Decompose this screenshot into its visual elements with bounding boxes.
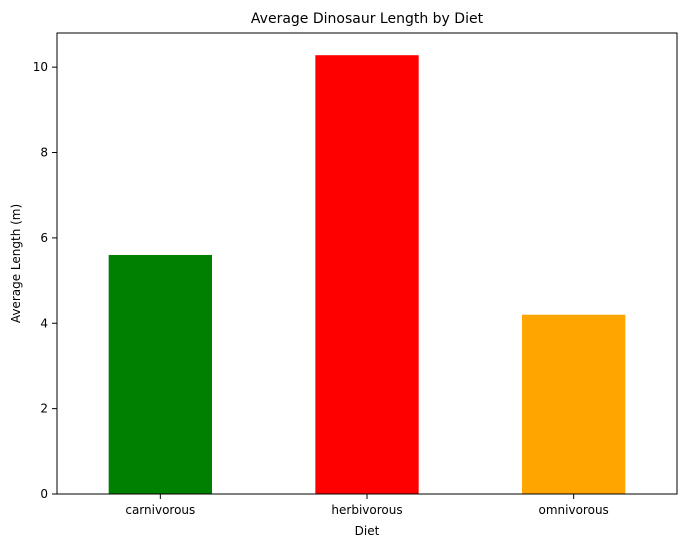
y-axis: 0 2 4 6 8 10 <box>33 60 57 501</box>
y-axis-label: Average Length (m) <box>9 204 23 323</box>
bars-group <box>108 55 626 495</box>
x-axis: carnivorous herbivorous omnivorous <box>125 494 609 517</box>
y-tick-label-10: 10 <box>33 60 48 74</box>
x-axis-label: Diet <box>355 524 380 538</box>
y-tick-label-4: 4 <box>40 316 48 330</box>
y-tick-label-0: 0 <box>40 487 48 501</box>
chart-title: Average Dinosaur Length by Diet <box>251 11 484 27</box>
y-tick-label-8: 8 <box>40 146 48 160</box>
bar-omnivorous <box>522 314 626 494</box>
y-tick-label-2: 2 <box>40 402 48 416</box>
x-tick-label-carnivorous: carnivorous <box>125 503 195 517</box>
x-tick-label-omnivorous: omnivorous <box>539 503 609 517</box>
x-tick-label-herbivorous: herbivorous <box>331 503 402 517</box>
bar-carnivorous <box>108 254 212 494</box>
bar-herbivorous <box>315 55 419 495</box>
y-tick-label-6: 6 <box>40 231 48 245</box>
